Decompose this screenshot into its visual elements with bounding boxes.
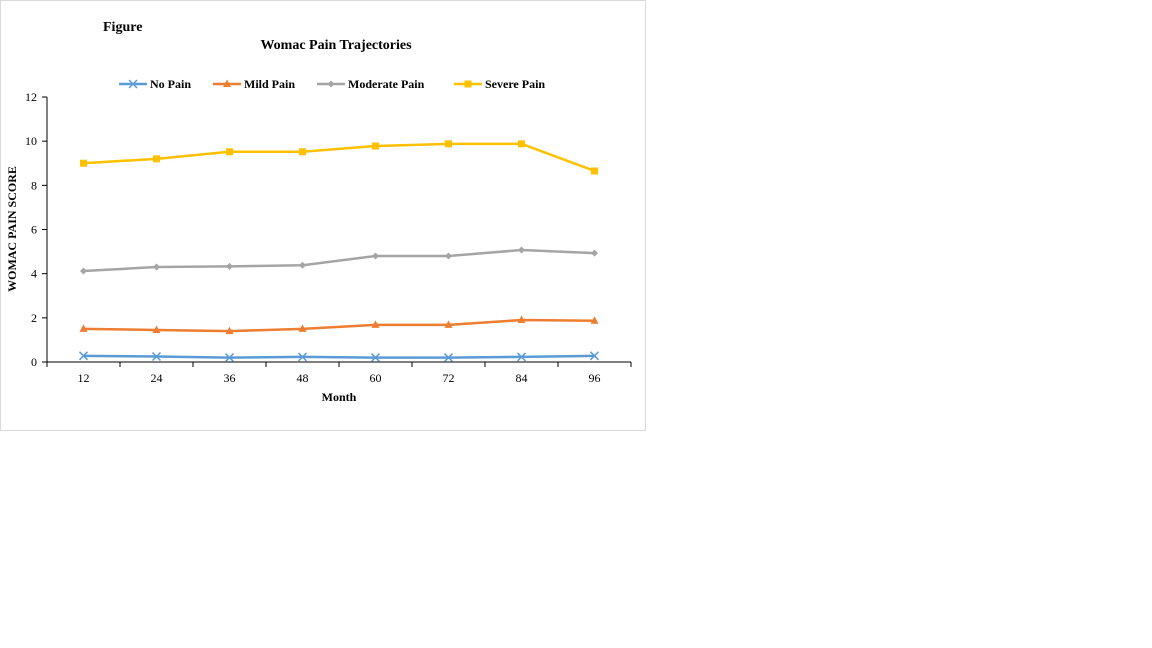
point-no-pain-1	[151, 351, 162, 362]
line-chart: Figure Womac Pain Trajectories No Pain Mi…	[5, 20, 632, 404]
point-mild-pain-7	[590, 316, 599, 324]
point-severe-pain-5	[445, 140, 452, 148]
point-mild-pain-3	[298, 324, 307, 332]
axes	[46, 97, 631, 363]
x-tick-label-6: 84	[516, 371, 528, 385]
point-no-pain-4	[370, 353, 381, 363]
legend-marker-mild-pain	[223, 79, 231, 87]
series-severe-pain	[80, 140, 598, 175]
series-moderate-pain	[80, 246, 598, 275]
legend-item-severe-pain: Severe Pain	[454, 77, 545, 91]
y-tick-label-2: 4	[31, 267, 37, 281]
y-tick-label-1: 2	[31, 311, 37, 325]
point-severe-pain-6	[518, 140, 525, 148]
point-mild-pain-4	[371, 320, 380, 328]
y-tick-label-4: 8	[31, 178, 37, 192]
legend-marker-no-pain	[128, 79, 138, 89]
point-moderate-pain-2	[226, 262, 233, 270]
point-no-pain-5	[443, 353, 454, 363]
point-moderate-pain-5	[445, 252, 452, 260]
x-tick-label-2: 36	[224, 371, 236, 385]
point-no-pain-0	[78, 351, 89, 361]
x-tick-label-7: 96	[589, 371, 601, 385]
x-tick-label-5: 72	[443, 371, 455, 385]
series-layer	[78, 140, 600, 363]
point-no-pain-3	[297, 352, 308, 362]
legend: No Pain Mild Pain Moderate Pain Severe Pain	[119, 77, 545, 91]
y-tick-label-0: 0	[31, 355, 37, 369]
point-mild-pain-6	[517, 315, 526, 324]
point-no-pain-7	[589, 351, 600, 361]
series-line-mild-pain	[83, 318, 595, 333]
point-severe-pain-2	[226, 148, 233, 156]
point-moderate-pain-7	[591, 249, 598, 257]
point-moderate-pain-4	[372, 252, 379, 260]
point-mild-pain-2	[225, 326, 234, 335]
series-no-pain	[78, 351, 600, 363]
series-line-moderate-pain	[83, 248, 595, 273]
legend-item-moderate-pain: Moderate Pain	[317, 77, 425, 91]
series-line-no-pain	[83, 354, 595, 359]
y-tick-label-6: 12	[25, 90, 37, 104]
legend-label-severe-pain: Severe Pain	[485, 77, 545, 91]
y-ticks: 0 2 4 6 8 10 12	[25, 90, 47, 369]
point-moderate-pain-6	[518, 246, 525, 254]
point-mild-pain-1	[152, 325, 161, 333]
point-severe-pain-4	[372, 142, 379, 150]
x-tick-label-0: 12	[78, 371, 90, 385]
x-tick-label-3: 48	[297, 371, 309, 385]
chart-frame: Figure Womac Pain Trajectories No Pain Mi…	[0, 0, 646, 431]
point-severe-pain-7	[591, 167, 598, 175]
x-tick-label-1: 24	[151, 371, 163, 385]
x-axis-label: Month	[322, 390, 357, 404]
series-mild-pain	[79, 315, 599, 335]
legend-label-no-pain: No Pain	[150, 77, 191, 91]
y-axis-label: WOMAC PAIN SCORE	[5, 166, 19, 292]
legend-marker-severe-pain	[464, 80, 472, 88]
point-moderate-pain-3	[299, 261, 306, 269]
legend-marker-moderate-pain	[327, 80, 335, 88]
point-moderate-pain-1	[153, 263, 160, 271]
legend-label-moderate-pain: Moderate Pain	[348, 77, 425, 91]
point-severe-pain-1	[153, 155, 160, 163]
y-tick-label-5: 10	[25, 134, 37, 148]
point-severe-pain-3	[299, 148, 306, 156]
point-mild-pain-5	[444, 320, 453, 328]
x-ticks: 12 24 36 48 60 72 84 96	[46, 362, 632, 385]
legend-label-mild-pain: Mild Pain	[244, 77, 295, 91]
point-no-pain-2	[224, 353, 235, 363]
y-tick-label-3: 6	[31, 223, 37, 237]
point-severe-pain-0	[80, 159, 87, 167]
legend-item-no-pain: No Pain	[119, 77, 191, 91]
point-mild-pain-0	[79, 324, 88, 332]
series-line-severe-pain	[83, 142, 595, 173]
chart-title: Womac Pain Trajectories	[260, 38, 412, 53]
figure-caption: Figure	[103, 20, 142, 35]
point-no-pain-6	[516, 352, 527, 362]
legend-item-mild-pain: Mild Pain	[213, 77, 295, 91]
x-tick-label-4: 60	[370, 371, 382, 385]
point-moderate-pain-0	[80, 267, 87, 275]
